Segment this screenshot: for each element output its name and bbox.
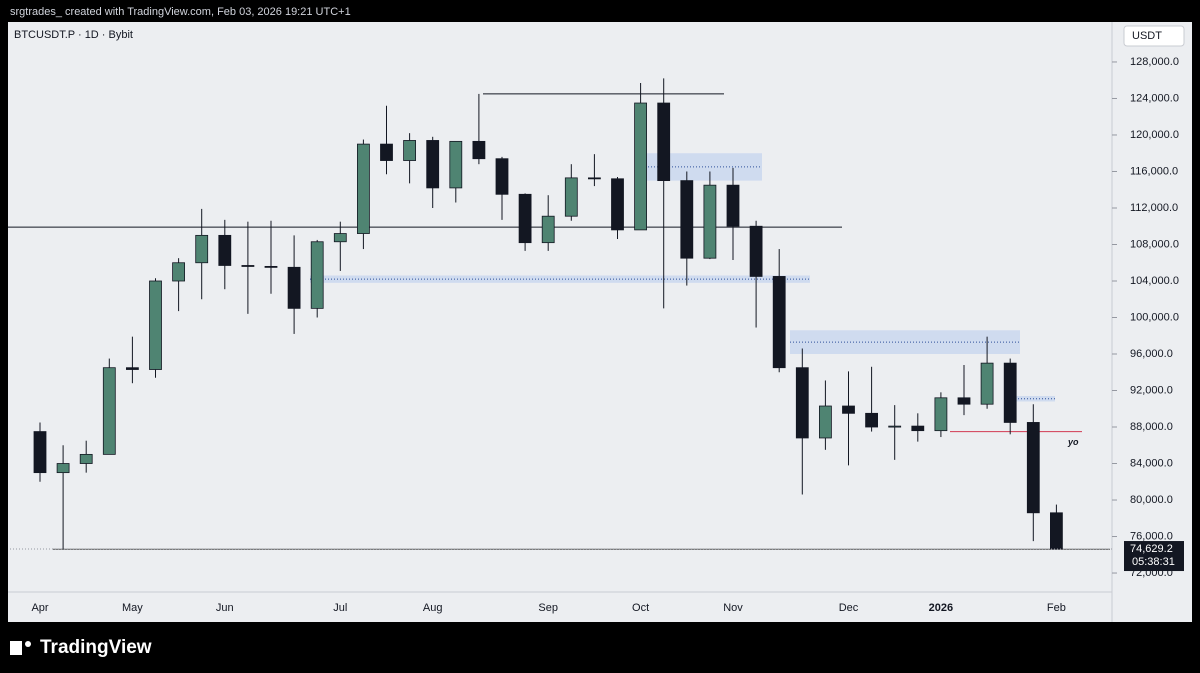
currency-box [1123, 25, 1185, 47]
y-tick-label: 100,000.0 [1130, 311, 1179, 323]
candle-body [1026, 422, 1040, 514]
x-tick-label: Jul [333, 602, 347, 614]
candle-body [218, 234, 232, 266]
candle-body [1050, 512, 1063, 550]
x-tick-label: Feb [1047, 602, 1066, 614]
candle-body [241, 265, 255, 267]
last-price: 74,629.2 [1130, 543, 1173, 555]
candle-body [749, 225, 763, 277]
y-tick-label: 104,000.0 [1130, 275, 1179, 287]
x-tick-label: Dec [839, 602, 859, 614]
candle-body [356, 143, 370, 234]
last-price-box [1124, 541, 1184, 572]
candle-body [819, 405, 832, 439]
x-tick-label: May [122, 602, 143, 614]
candle-body [703, 184, 717, 259]
candle-body [172, 262, 186, 282]
candle-body [287, 266, 301, 309]
x-tick-label: Nov [723, 602, 743, 614]
candle-body [1003, 362, 1017, 423]
candle-body [79, 453, 93, 464]
credit: srgtrades_ created with TradingView.com,… [10, 6, 351, 18]
candle-body [333, 233, 347, 243]
x-tick-label: Aug [423, 602, 443, 614]
y-tick-label: 112,000.0 [1130, 202, 1178, 214]
candle-body [842, 405, 855, 414]
plot: 72,000.076,000.080,000.084,000.088,000.0… [8, 56, 1184, 614]
candle-body [56, 463, 70, 474]
candle-body [403, 140, 417, 161]
candle-body [449, 140, 463, 189]
logo-dot [25, 641, 31, 647]
brand: TradingView [40, 637, 152, 658]
x-tick-label: Apr [31, 602, 48, 614]
candle-body [380, 143, 393, 161]
candle-body [657, 102, 671, 182]
candle-body [126, 367, 139, 370]
candle-body [564, 177, 578, 217]
candle-body [310, 241, 324, 309]
candle-body [426, 140, 440, 189]
y-tick-label: 88,000.0 [1130, 421, 1173, 433]
candle-body [518, 193, 532, 244]
y-tick-label: 96,000.0 [1130, 348, 1173, 360]
y-tick-label: 76,000.0 [1130, 530, 1173, 542]
candle-body [934, 397, 948, 432]
brand-logo: TradingView [10, 637, 152, 658]
y-tick-label: 124,000.0 [1130, 92, 1179, 104]
candle-body [495, 158, 509, 195]
chart-panel [8, 22, 1192, 622]
x-tick-label: 2026 [929, 602, 953, 614]
candle-body [795, 367, 809, 439]
candle-body [611, 178, 624, 231]
countdown: 05:38:31 [1132, 556, 1175, 568]
candle-body [980, 362, 994, 405]
candle-body [634, 102, 647, 231]
candle-body [726, 184, 740, 227]
y-tick-label: 108,000.0 [1130, 238, 1179, 250]
symbol-title: BTCUSDT.P · 1D · Bybit [14, 29, 133, 41]
zone [1015, 395, 1055, 402]
y-tick-label: 84,000.0 [1130, 457, 1173, 469]
currency: USDT [1132, 30, 1162, 42]
candle-body [588, 177, 601, 180]
candle-body [541, 215, 555, 244]
y-tick-label: 128,000.0 [1130, 56, 1179, 68]
y-tick-label: 116,000.0 [1130, 165, 1178, 177]
y-tick-label: 80,000.0 [1130, 494, 1173, 506]
candle-body [195, 234, 209, 264]
candle-body [33, 431, 47, 474]
candle-body [865, 412, 878, 428]
x-tick-label: Sep [538, 602, 558, 614]
y-tick-label: 92,000.0 [1130, 384, 1173, 396]
candle-body [888, 425, 902, 428]
x-tick-label: Jun [216, 602, 234, 614]
candle-body [149, 280, 162, 370]
x-tick-label: Oct [632, 602, 649, 614]
candle-body [957, 397, 971, 405]
y-tick-label: 120,000.0 [1130, 129, 1179, 141]
candle-body [472, 140, 486, 160]
candle-body [102, 367, 116, 455]
candle-body [680, 180, 694, 259]
candle-body [911, 425, 925, 432]
candle-body [264, 265, 278, 268]
candle-body [772, 276, 786, 369]
logo-mark [10, 641, 22, 655]
annotation: yo [1067, 437, 1079, 447]
